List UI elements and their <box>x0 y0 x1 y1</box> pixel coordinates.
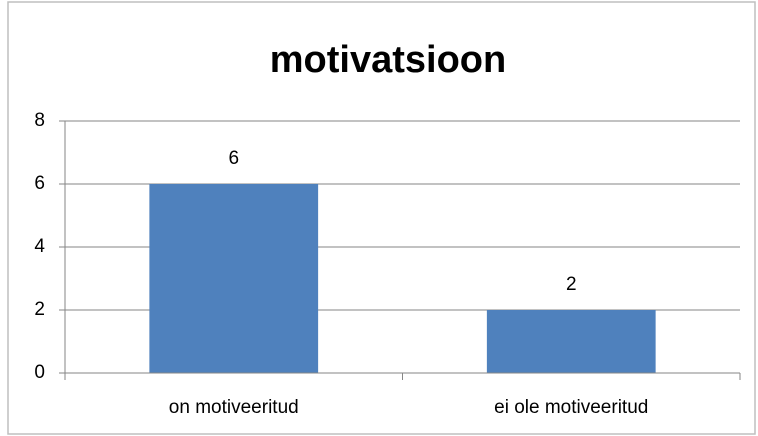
bar <box>149 184 319 373</box>
data-label: 2 <box>566 274 577 295</box>
data-label: 6 <box>228 148 239 169</box>
y-tick-label: 4 <box>34 236 45 257</box>
chart-title: motivatsioon <box>270 39 506 81</box>
y-tick-label: 0 <box>34 362 45 383</box>
bar <box>486 310 656 373</box>
x-tick-label: ei ole motiveeritud <box>494 397 648 418</box>
x-tick-label: on motiveeritud <box>169 397 299 418</box>
y-tick-label: 8 <box>34 110 45 131</box>
y-tick-label: 6 <box>34 173 45 194</box>
y-tick-label: 2 <box>34 299 45 320</box>
